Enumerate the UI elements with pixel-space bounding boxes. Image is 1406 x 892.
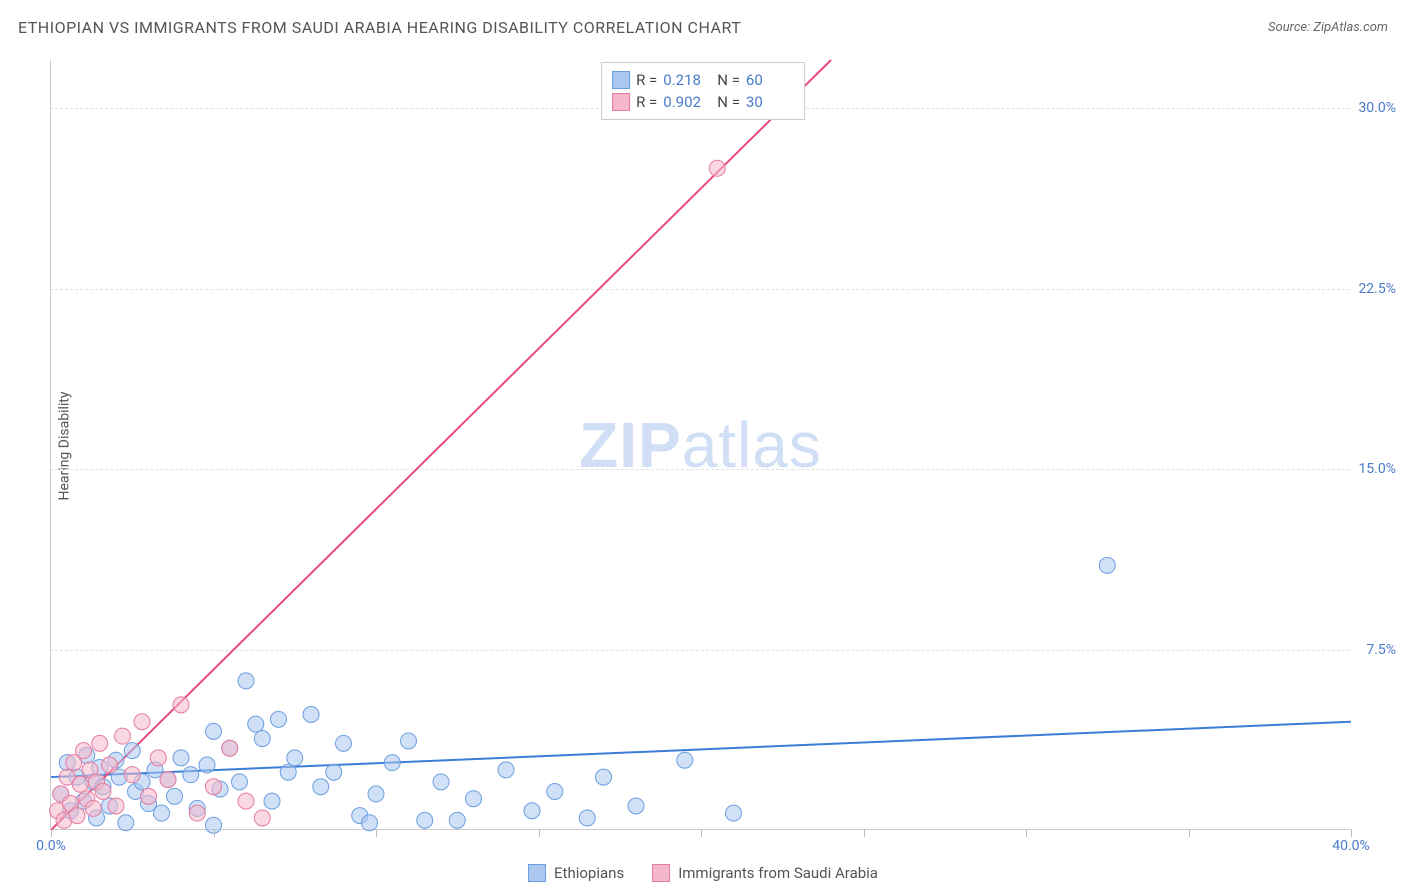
y-tick-label: 30.0% — [1358, 100, 1396, 116]
trend-line — [51, 722, 1351, 777]
x-tick-label: 40.0% — [1332, 838, 1370, 854]
data-point — [238, 673, 254, 689]
source-attribution: Source: ZipAtlas.com — [1268, 20, 1388, 35]
data-point — [547, 784, 563, 800]
data-point — [115, 728, 131, 744]
data-point — [85, 800, 101, 816]
r-value-2: 0.902 — [663, 93, 711, 111]
data-point — [280, 764, 296, 780]
x-tick — [51, 829, 52, 837]
data-point — [92, 735, 108, 751]
data-point — [264, 793, 280, 809]
x-tick — [214, 829, 215, 837]
data-point — [287, 750, 303, 766]
data-point — [313, 779, 329, 795]
data-point — [189, 805, 205, 821]
data-point — [154, 805, 170, 821]
data-point — [449, 812, 465, 828]
x-tick — [376, 829, 377, 837]
x-tick — [1026, 829, 1027, 837]
legend-label-1: Ethiopians — [554, 864, 624, 882]
scatter-svg — [51, 60, 1350, 829]
data-point — [384, 755, 400, 771]
data-point — [124, 743, 140, 759]
data-point — [199, 757, 215, 773]
data-point — [596, 769, 612, 785]
data-point — [124, 767, 140, 783]
swatch-icon — [652, 864, 670, 882]
data-point — [326, 764, 342, 780]
data-point — [254, 731, 270, 747]
data-point — [401, 733, 417, 749]
data-point — [173, 750, 189, 766]
data-point — [102, 757, 118, 773]
data-point — [709, 160, 725, 176]
data-point — [238, 793, 254, 809]
data-point — [303, 707, 319, 723]
n-value-1: 60 — [746, 71, 794, 89]
data-point — [254, 810, 270, 826]
data-point — [433, 774, 449, 790]
data-point — [183, 767, 199, 783]
plot-area: ZIPatlas 0.0%40.0% — [50, 60, 1350, 830]
data-point — [141, 788, 157, 804]
data-point — [232, 774, 248, 790]
y-tick-label: 22.5% — [1358, 281, 1396, 297]
data-point — [118, 815, 134, 831]
data-point — [108, 798, 124, 814]
swatch-icon — [528, 864, 546, 882]
data-point — [579, 810, 595, 826]
data-point — [206, 723, 222, 739]
data-point — [417, 812, 433, 828]
x-tick-label: 0.0% — [36, 838, 66, 854]
data-point — [1099, 557, 1115, 573]
data-point — [726, 805, 742, 821]
x-tick — [1351, 829, 1352, 837]
data-point — [248, 716, 264, 732]
x-tick — [1189, 829, 1190, 837]
x-tick — [701, 829, 702, 837]
data-point — [160, 771, 176, 787]
series-legend: Ethiopians Immigrants from Saudi Arabia — [528, 864, 878, 882]
data-point — [222, 740, 238, 756]
data-point — [524, 803, 540, 819]
data-point — [72, 776, 88, 792]
n-value-2: 30 — [746, 93, 794, 111]
data-point — [69, 808, 85, 824]
data-point — [466, 791, 482, 807]
swatch-series-2 — [612, 93, 630, 111]
data-point — [628, 798, 644, 814]
data-point — [271, 711, 287, 727]
data-point — [95, 784, 111, 800]
data-point — [677, 752, 693, 768]
y-tick-label: 15.0% — [1358, 461, 1396, 477]
data-point — [206, 779, 222, 795]
x-tick — [864, 829, 865, 837]
data-point — [336, 735, 352, 751]
data-point — [167, 788, 183, 804]
legend-label-2: Immigrants from Saudi Arabia — [678, 864, 878, 882]
n-label: N = — [717, 93, 740, 111]
legend-row-series-1: R = 0.218 N = 60 — [612, 69, 794, 91]
x-tick — [539, 829, 540, 837]
legend-item-1: Ethiopians — [528, 864, 624, 882]
swatch-series-1 — [612, 71, 630, 89]
correlation-legend: R = 0.218 N = 60 R = 0.902 N = 30 — [601, 62, 805, 120]
legend-row-series-2: R = 0.902 N = 30 — [612, 91, 794, 113]
data-point — [173, 697, 189, 713]
r-label: R = — [636, 71, 657, 89]
y-tick-label: 7.5% — [1366, 642, 1396, 658]
data-point — [150, 750, 166, 766]
data-point — [498, 762, 514, 778]
legend-item-2: Immigrants from Saudi Arabia — [652, 864, 878, 882]
data-point — [76, 743, 92, 759]
n-label: N = — [717, 71, 740, 89]
r-value-1: 0.218 — [663, 71, 711, 89]
data-point — [134, 714, 150, 730]
chart-title: ETHIOPIAN VS IMMIGRANTS FROM SAUDI ARABI… — [18, 18, 741, 37]
data-point — [368, 786, 384, 802]
r-label: R = — [636, 93, 657, 111]
